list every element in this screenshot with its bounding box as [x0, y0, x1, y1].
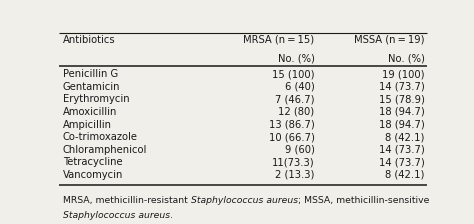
Text: 12 (80): 12 (80)	[278, 107, 315, 117]
Text: ; MSSA, methicillin-sensitive: ; MSSA, methicillin-sensitive	[298, 196, 429, 205]
Text: 2 (13.3): 2 (13.3)	[275, 170, 315, 180]
Text: MRSA (n = 15): MRSA (n = 15)	[244, 35, 315, 45]
Text: 15 (100): 15 (100)	[272, 69, 315, 79]
Text: 7 (46.7): 7 (46.7)	[275, 94, 315, 104]
Text: 8 (42.1): 8 (42.1)	[385, 170, 425, 180]
Text: 14 (73.7): 14 (73.7)	[379, 157, 425, 167]
Text: .: .	[170, 211, 173, 220]
Text: Staphylococcus aureus: Staphylococcus aureus	[191, 196, 298, 205]
Text: Erythromycin: Erythromycin	[63, 94, 129, 104]
Text: No. (%): No. (%)	[278, 54, 315, 64]
Text: 11(73.3): 11(73.3)	[272, 157, 315, 167]
Text: Amoxicillin: Amoxicillin	[63, 107, 117, 117]
Text: Tetracycline: Tetracycline	[63, 157, 123, 167]
Text: 19 (100): 19 (100)	[382, 69, 425, 79]
Text: 9 (60): 9 (60)	[285, 145, 315, 155]
Text: 18 (94.7): 18 (94.7)	[379, 107, 425, 117]
Text: Penicillin G: Penicillin G	[63, 69, 118, 79]
Text: 18 (94.7): 18 (94.7)	[379, 119, 425, 129]
Text: Co-trimoxazole: Co-trimoxazole	[63, 132, 138, 142]
Text: 6 (40): 6 (40)	[285, 82, 315, 92]
Text: 15 (78.9): 15 (78.9)	[379, 94, 425, 104]
Text: 14 (73.7): 14 (73.7)	[379, 145, 425, 155]
Text: 14 (73.7): 14 (73.7)	[379, 82, 425, 92]
Text: Ampicillin: Ampicillin	[63, 119, 112, 129]
Text: 13 (86.7): 13 (86.7)	[269, 119, 315, 129]
Text: 10 (66.7): 10 (66.7)	[269, 132, 315, 142]
Text: MSSA (n = 19): MSSA (n = 19)	[354, 35, 425, 45]
Text: Vancomycin: Vancomycin	[63, 170, 123, 180]
Text: No. (%): No. (%)	[388, 54, 425, 64]
Text: 8 (42.1): 8 (42.1)	[385, 132, 425, 142]
Text: Chloramphenicol: Chloramphenicol	[63, 145, 147, 155]
Text: MRSA, methicillin-resistant: MRSA, methicillin-resistant	[63, 196, 191, 205]
Text: Antibiotics: Antibiotics	[63, 35, 116, 45]
Text: Gentamicin: Gentamicin	[63, 82, 120, 92]
Text: Staphylococcus aureus: Staphylococcus aureus	[63, 211, 170, 220]
